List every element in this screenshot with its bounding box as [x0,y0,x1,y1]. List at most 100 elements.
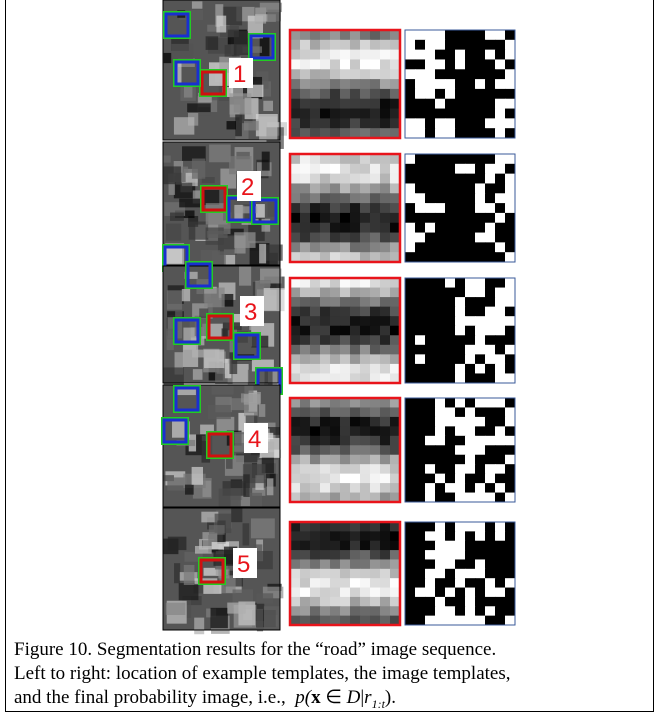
probability-pixel [495,99,506,109]
probability-pixel [425,541,436,551]
probability-pixel [495,335,506,345]
photo-texture [209,525,225,535]
probability-pixel [455,426,466,436]
probability-pixel [505,531,516,541]
probability-pixel [445,223,456,233]
probability-pixel [415,316,426,326]
probability-pixel [505,223,516,233]
template-pixel [380,597,391,607]
probability-pixel [475,154,486,164]
probability-pixel [415,193,426,203]
probability-pixel [415,398,426,408]
template-pixel [350,109,361,119]
probability-pixel [445,128,456,138]
template-pixel [310,183,321,193]
probability-pixel [445,559,456,569]
template-pixel [360,597,371,607]
probability-pixel [425,307,436,317]
template-pixel [360,559,371,569]
probability-pixel [495,373,506,383]
probability-pixel [455,588,466,598]
template-pixel [370,307,381,317]
template-pixel [380,531,391,541]
template-pixel [290,326,301,336]
template-pixel [290,278,301,288]
template-pixel [360,79,371,89]
probability-pixel [475,407,486,417]
probability-pixel [485,59,496,69]
probability-pixel [465,588,476,598]
probability-pixel [405,373,416,383]
template-pixel [300,550,311,560]
template-pixel [330,118,341,128]
probability-pixel [435,398,446,408]
probability-pixel [435,606,446,616]
template-pixel [340,464,351,474]
template-pixel [310,531,321,541]
probability-pixel [465,455,476,465]
template-pixel [320,550,331,560]
probability-pixel [475,364,486,374]
template-pixel [340,223,351,233]
probability-pixel [465,203,476,213]
template-pixel [320,541,331,551]
probability-pixel [425,203,436,213]
template-pixel [340,118,351,128]
photo-texture [267,478,274,495]
template-pixel [290,426,301,436]
probability-pixel [485,426,496,436]
probability-pixel [495,183,506,193]
probability-pixel [485,354,496,364]
template-pixel [330,288,341,298]
probability-pixel [405,559,416,569]
template-pixel [360,398,371,408]
probability-pixel [415,436,426,446]
template-pixel [370,522,381,532]
probability-pixel [425,164,436,174]
probability-pixel [465,426,476,436]
probability-pixel [475,493,486,503]
probability-pixel [425,233,436,243]
template-pixel [380,550,391,560]
template-pixel [360,474,371,484]
probability-pixel [425,118,436,128]
template-pixel [300,288,311,298]
probability-pixel [425,252,436,262]
template-pixel [360,483,371,493]
probability-pixel [455,335,466,345]
template-pixel [360,578,371,588]
probability-pixel [475,307,486,317]
probability-pixel [405,164,416,174]
template-pixel [340,345,351,355]
probability-pixel [455,109,466,119]
template-pixel [330,174,341,184]
template-pixel [350,278,361,288]
probability-pixel [445,252,456,262]
probability-pixel [455,597,466,607]
probability-pixel [485,464,496,474]
probability-pixel [475,597,486,607]
template-pixel [310,307,321,317]
probability-pixel [435,335,446,345]
probability-pixel [455,40,466,50]
probability-pixel [485,242,496,252]
template-pixel [320,154,331,164]
probability-pixel [465,364,476,374]
probability-pixel [415,354,426,364]
formula: p( [295,687,311,708]
formula: ). [385,687,396,708]
probability-pixel [475,326,486,336]
template-pixel [350,464,361,474]
probability-pixel [405,30,416,40]
probability-pixel [425,242,436,252]
probability-pixel [505,493,516,503]
probability-pixel [475,50,486,60]
probability-pixel [465,89,476,99]
template-pixel [360,417,371,427]
template-pixel [370,50,381,60]
template-pixel [340,550,351,560]
template-pixel [350,531,361,541]
template-pixel [380,407,391,417]
probability-pixel [425,89,436,99]
template-pixel [380,288,391,298]
